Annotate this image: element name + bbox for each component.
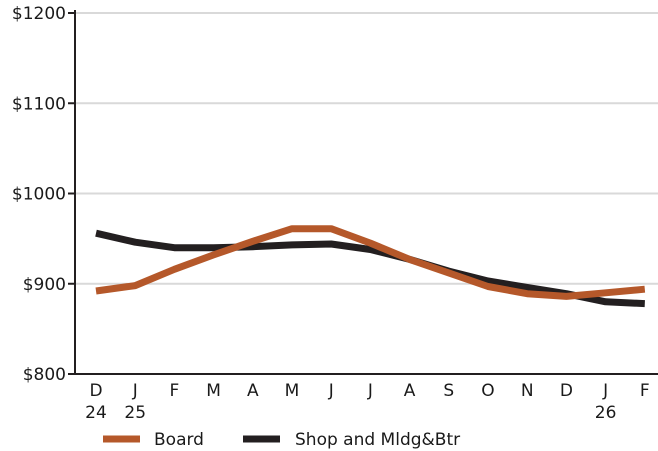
- x-tick-label: O: [481, 381, 494, 401]
- series-line-board: [95, 225, 646, 300]
- x-tick-label: N: [521, 381, 534, 401]
- x-year-label: 26: [595, 403, 617, 423]
- x-tick-label: F: [170, 381, 180, 401]
- x-year-label: 24: [85, 403, 107, 423]
- x-tick-label: M: [206, 381, 221, 401]
- x-tick-label: A: [404, 381, 416, 401]
- y-tick-label: $800: [23, 365, 66, 385]
- y-tick-label: $1000: [12, 185, 66, 205]
- x-tick-label: A: [247, 381, 259, 401]
- y-axis-ticks: $800 $900 $1000 $1100 $1200: [12, 4, 75, 385]
- x-tick-label: J: [132, 381, 138, 401]
- x-tick-label: F: [640, 381, 650, 401]
- y-tick-label: $1200: [12, 4, 66, 24]
- legend: Board Shop and Mldg&Btr: [103, 430, 460, 450]
- x-tick-label: J: [367, 381, 373, 401]
- x-tick-label: S: [443, 381, 454, 401]
- y-tick-label: $1100: [12, 94, 66, 114]
- y-tick-label: $900: [23, 275, 66, 295]
- x-tick-label: J: [602, 381, 608, 401]
- series-line-shop: [95, 229, 645, 308]
- gridlines: [75, 12, 658, 285]
- x-tick-label: D: [560, 381, 573, 401]
- series-lines: [95, 225, 646, 308]
- x-tick-label: J: [328, 381, 334, 401]
- legend-label-board: Board: [154, 430, 204, 450]
- x-year-label: 25: [124, 403, 146, 423]
- x-tick-label: M: [285, 381, 300, 401]
- legend-label-shop: Shop and Mldg&Btr: [295, 430, 460, 450]
- x-tick-label: D: [89, 381, 102, 401]
